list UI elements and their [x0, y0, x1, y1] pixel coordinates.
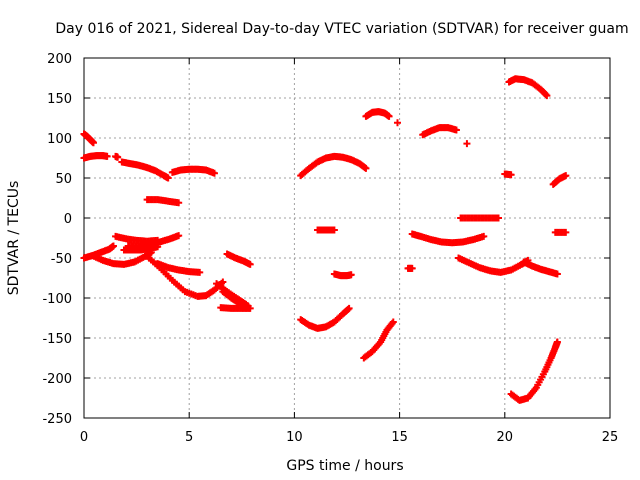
data-point	[246, 260, 254, 268]
data-point	[562, 228, 570, 236]
series-arc-02	[80, 152, 111, 162]
y-tick-label: -50	[51, 252, 72, 267]
grid	[84, 58, 610, 418]
data-point	[114, 153, 122, 161]
data-point	[393, 119, 401, 127]
x-tick-label: 25	[602, 430, 619, 445]
series-arc-03	[112, 152, 122, 161]
data-point	[562, 172, 570, 180]
series-arc-27	[419, 124, 460, 139]
data-point	[109, 242, 117, 250]
data-point	[196, 268, 204, 276]
y-tick-label: 200	[47, 52, 72, 67]
data-point-interp	[542, 91, 550, 99]
series-arc-31	[501, 170, 515, 179]
series-arc-29	[457, 214, 502, 222]
y-tick-label: 150	[47, 92, 72, 107]
y-tick-label: 0	[64, 212, 72, 227]
series-arc-12	[143, 252, 227, 300]
series-arc-28	[463, 140, 471, 148]
data-point	[385, 112, 393, 120]
series-arc-16	[223, 250, 254, 268]
data-point	[389, 318, 397, 326]
series-arc-24	[393, 119, 401, 127]
y-tick-label: 50	[55, 172, 72, 187]
data-point	[89, 139, 97, 147]
series-arc-13	[154, 260, 204, 276]
x-tick-label: 5	[185, 430, 193, 445]
series-arc-20	[330, 270, 355, 280]
data-point-interp	[388, 319, 396, 327]
data-point	[480, 232, 488, 240]
series-arc-34	[549, 172, 570, 188]
data-point	[246, 304, 254, 312]
y-axis-label: SDTVAR / TECUs	[6, 181, 22, 296]
data-point	[553, 270, 561, 278]
data-point	[103, 152, 111, 160]
data-series	[80, 75, 570, 404]
data-point	[345, 304, 353, 312]
series-arc-33	[505, 75, 551, 100]
x-tick-label: 15	[391, 430, 408, 445]
axis-ticks: 0 5 10 15 20 25 200 150 100 50 0 -50 -100 -150 -200 -25…	[42, 52, 618, 445]
series-arc-36	[507, 338, 561, 404]
series-arc-18	[297, 152, 370, 180]
data-point	[507, 171, 515, 179]
data-point	[175, 232, 183, 240]
data-point	[362, 164, 370, 172]
data-point	[219, 278, 227, 286]
x-tick-label: 20	[497, 430, 514, 445]
data-point	[494, 214, 502, 222]
series-arc-11	[124, 232, 183, 250]
y-tick-label: -200	[42, 372, 72, 387]
series-arc-21	[297, 304, 353, 332]
series-arc-26	[408, 230, 488, 247]
data-point	[175, 199, 183, 207]
series-arc-17	[217, 304, 254, 312]
data-point	[408, 264, 416, 272]
series-arc-32	[520, 258, 561, 278]
y-tick-label: -250	[42, 412, 72, 427]
data-point	[463, 140, 471, 148]
y-tick-label: -100	[42, 292, 72, 307]
series-arc-23	[362, 108, 393, 120]
series-arc-06	[143, 196, 183, 207]
y-tick-label: -150	[42, 332, 72, 347]
series-arc-35	[551, 228, 570, 236]
series-arc-01	[80, 130, 97, 147]
data-point	[347, 271, 355, 279]
series-arc-04	[118, 158, 172, 182]
series-arc-19	[314, 226, 338, 234]
series-arc-22	[360, 318, 397, 362]
data-point	[452, 126, 460, 134]
x-tick-label: 10	[286, 430, 303, 445]
series-arc-05	[168, 165, 218, 177]
plot-frame	[83, 57, 611, 419]
x-axis-label: GPS time / hours	[286, 458, 403, 474]
chart-title: Day 016 of 2021, Sidereal Day-to-day VTE…	[55, 21, 628, 37]
data-point	[330, 226, 338, 234]
data-point	[164, 174, 172, 182]
data-point	[543, 92, 551, 100]
series-arc-25	[404, 264, 416, 272]
data-point	[210, 169, 218, 177]
x-tick-label: 0	[80, 430, 88, 445]
data-point	[553, 338, 561, 346]
y-tick-label: 100	[47, 132, 72, 147]
